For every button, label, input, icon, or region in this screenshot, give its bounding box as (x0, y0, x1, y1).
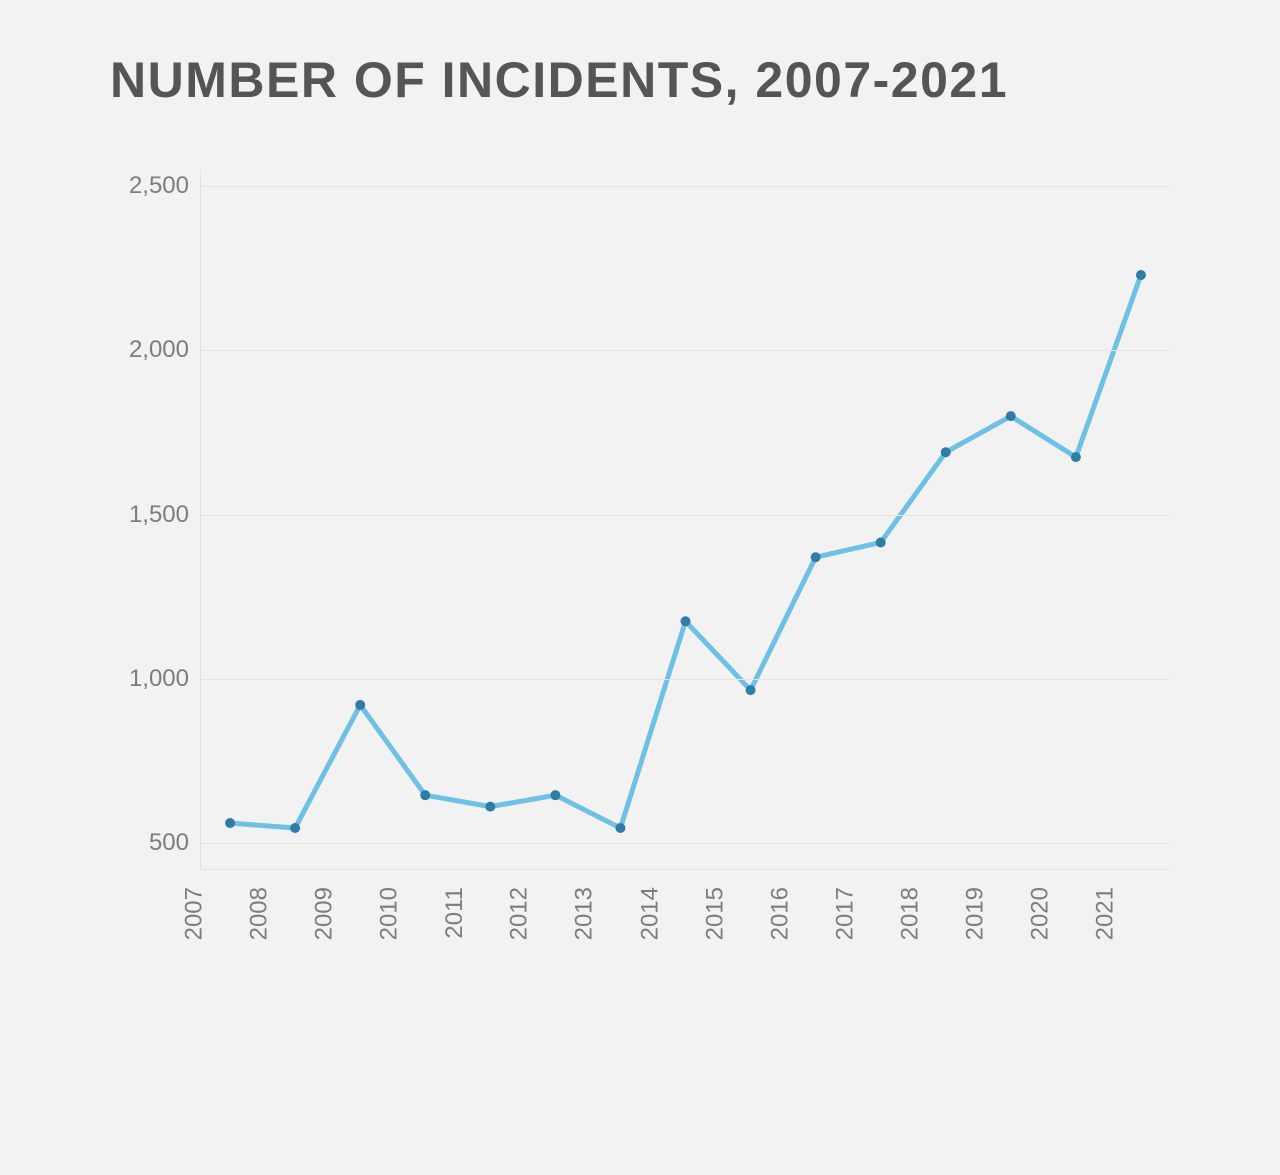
x-tick-label: 2008 (245, 869, 273, 940)
x-tick-label: 2012 (506, 869, 534, 940)
data-point (941, 447, 951, 457)
x-tick-label: 2016 (766, 869, 794, 940)
gridline (201, 843, 1170, 844)
line-series (201, 170, 1170, 869)
x-tick-label: 2009 (310, 869, 338, 940)
data-point (811, 552, 821, 562)
data-point (1006, 411, 1016, 421)
x-tick-label: 2015 (701, 869, 729, 940)
y-tick-label: 500 (149, 829, 189, 857)
x-tick-label: 2014 (636, 869, 664, 940)
data-point (615, 823, 625, 833)
x-tick-label: 2013 (571, 869, 599, 940)
series-line (230, 275, 1141, 828)
data-point (681, 616, 691, 626)
x-tick-label: 2017 (831, 869, 859, 940)
data-point (225, 818, 235, 828)
x-tick-label: 2011 (442, 869, 470, 939)
x-tick-label: 2010 (376, 869, 404, 940)
y-tick-label: 2,000 (129, 336, 189, 364)
y-tick-label: 2,500 (129, 172, 189, 200)
gridline (201, 515, 1170, 516)
gridline (201, 350, 1170, 351)
data-point (746, 685, 756, 695)
gridline (201, 186, 1170, 187)
data-point (1136, 270, 1146, 280)
data-point (550, 790, 560, 800)
y-tick-label: 1,500 (129, 501, 189, 529)
data-point (355, 700, 365, 710)
plot-area: 5001,0001,5002,0002,50020072008200920102… (200, 170, 1170, 870)
chart-title: NUMBER OF INCIDENTS, 2007-2021 (110, 50, 1170, 110)
data-point (876, 537, 886, 547)
data-point (1071, 452, 1081, 462)
data-point (420, 790, 430, 800)
x-tick-label: 2007 (180, 869, 208, 940)
x-tick-label: 2020 (1026, 869, 1054, 940)
chart-area: 500 1,000 1,500 2,000 2,500 2007 2008 2009 2010 2… (110, 170, 1170, 990)
data-point (485, 802, 495, 812)
x-tick-label: 2018 (896, 869, 924, 940)
x-tick-label: 2019 (961, 869, 989, 940)
y-tick-label: 1,000 (129, 665, 189, 693)
gridline (201, 679, 1170, 680)
chart-container: NUMBER OF INCIDENTS, 2007-2021 500 1,000 1… (0, 0, 1280, 1175)
x-tick-label: 2021 (1091, 869, 1119, 940)
data-point (290, 823, 300, 833)
